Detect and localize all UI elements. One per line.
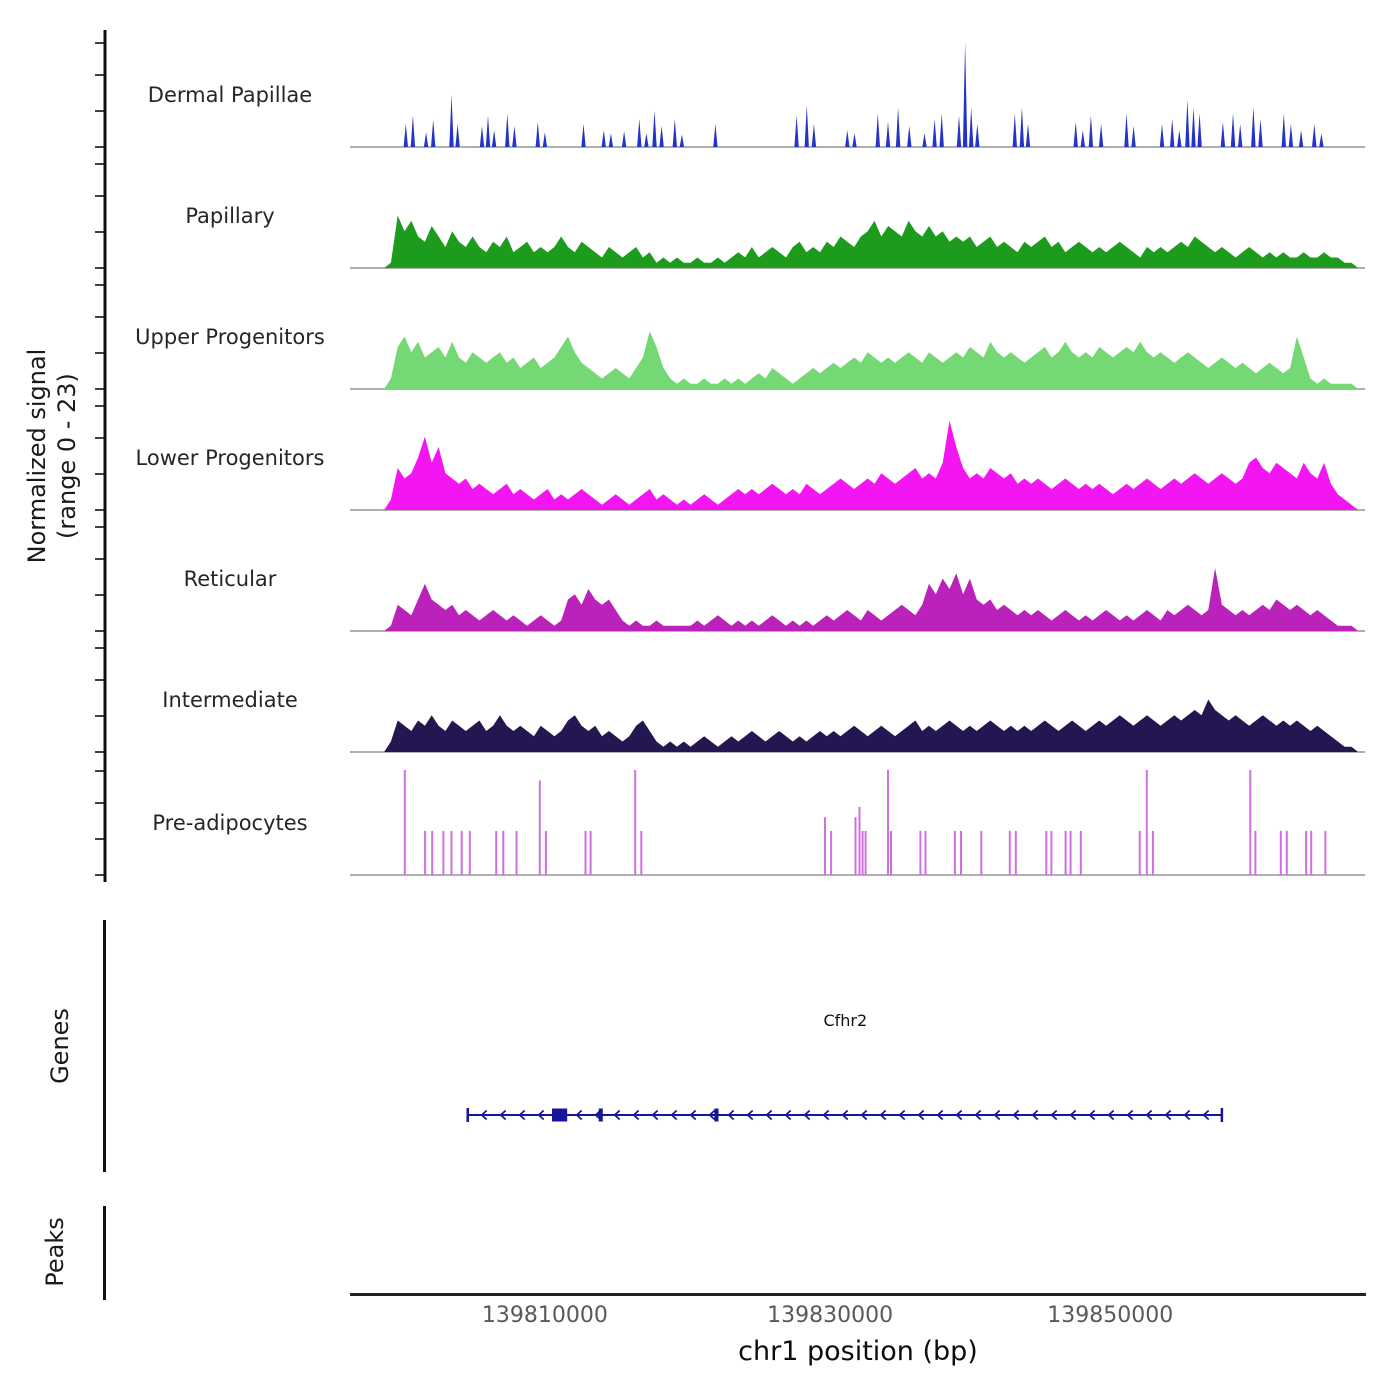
track-plot-reticular — [350, 568, 1365, 632]
x-axis-line — [350, 1293, 1366, 1296]
track-plot-dermal-papillae — [350, 42, 1365, 148]
track-label-dermal-papillae: Dermal Papillae — [147, 83, 313, 107]
y-axis-line — [95, 30, 107, 882]
x-axis-title: chr1 position (bp) — [738, 1336, 978, 1367]
genes-axis-line — [103, 920, 106, 1172]
track-plot-upper-progenitors — [350, 331, 1365, 390]
y-axis-label-line2: (range 0 - 23) — [53, 373, 81, 539]
x-tick-label-139810000: 139810000 — [481, 1303, 608, 1328]
peaks-axis-line — [103, 1206, 106, 1300]
track-plot-pre-adipocytes — [350, 770, 1365, 876]
track-plot-lower-progenitors — [350, 420, 1365, 511]
track-plot-papillary — [350, 215, 1365, 269]
gene-track-plot: Cfhr2 — [466, 1011, 1224, 1122]
track-label-reticular: Reticular — [183, 567, 277, 591]
track-label-intermediate: Intermediate — [162, 688, 298, 712]
y-axis-label-line1: Normalized signal — [23, 348, 51, 564]
y-axis-label: Normalized signal (range 0 - 23) — [22, 349, 82, 564]
track-label-pre-adipocytes: Pre-adipocytes — [152, 811, 308, 835]
gene-label: Cfhr2 — [823, 1011, 867, 1030]
track-label-upper-progenitors: Upper Progenitors — [135, 325, 325, 349]
track-label-lower-progenitors: Lower Progenitors — [135, 446, 325, 470]
genes-section-label: Genes — [46, 1008, 74, 1084]
peaks-section-label: Peaks — [41, 1217, 69, 1287]
x-tick-label-139830000: 139830000 — [767, 1303, 894, 1328]
track-label-papillary: Papillary — [185, 204, 275, 228]
track-plot-intermediate — [350, 699, 1365, 753]
x-tick-label-139850000: 139850000 — [1047, 1303, 1174, 1328]
